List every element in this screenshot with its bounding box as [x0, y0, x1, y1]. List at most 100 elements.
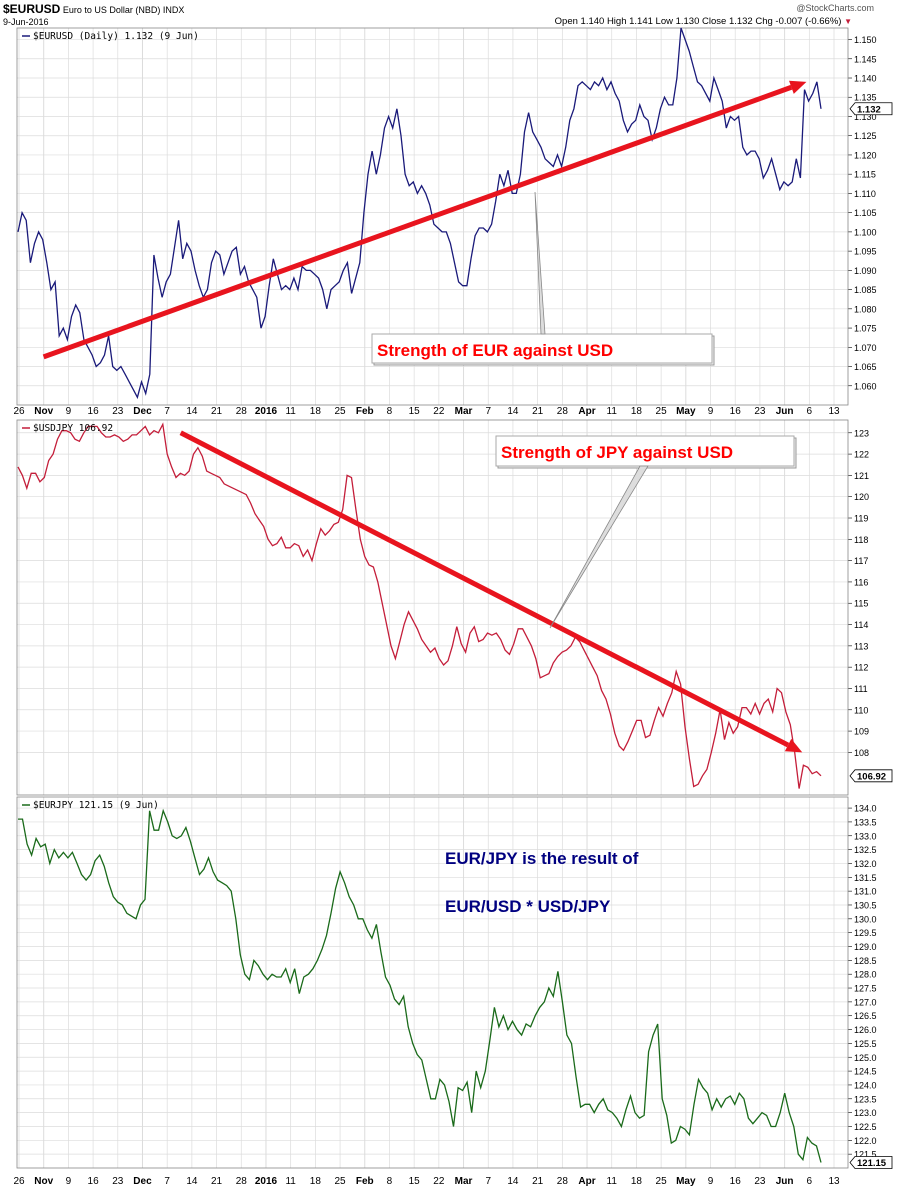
x-tick-label: 6 [807, 1176, 813, 1187]
x-tick-label: 13 [828, 1176, 840, 1187]
x-tick-label: 25 [656, 1176, 668, 1187]
annotation-pointer [534, 191, 546, 335]
y-tick-label: 1.145 [854, 54, 877, 64]
x-tick-label: 11 [285, 406, 296, 417]
series-line [17, 27, 822, 400]
annotation-pointer [549, 465, 649, 629]
y-tick-label: 124.5 [854, 1067, 877, 1077]
x-tick-label: 7 [164, 406, 170, 417]
y-tick-label: 132.0 [854, 859, 877, 869]
x-axis-bottom: 26 Nov 9 16 23 Dec 7 14 21 28 2016 11 18 25 Feb 8 15 22 Ma… [13, 1176, 840, 1187]
y-tick-label: 131.0 [854, 887, 877, 897]
y-tick-label: 126.5 [854, 1011, 877, 1021]
x-tick-label: Dec [133, 1176, 152, 1187]
x-tick-label: 23 [754, 1176, 766, 1187]
annotation-box-face [495, 435, 795, 467]
x-tick-label: 16 [730, 406, 742, 417]
x-tick-label: 23 [112, 406, 124, 417]
y-tick-label: 1.130 [854, 112, 877, 122]
y-tick-label: 133.5 [854, 817, 877, 827]
x-tick-label: 14 [186, 406, 198, 417]
y-tick-label: 110 [854, 705, 868, 715]
y-tick-label: 112 [854, 663, 868, 673]
x-tick-label: 25 [334, 406, 346, 417]
x-tick-label: 28 [557, 406, 569, 417]
x-tick-label: 11 [607, 406, 618, 417]
annotation-eurusd: Strength of EUR against USD [371, 191, 715, 366]
x-tick-label: 9 [66, 406, 72, 417]
y-tick-label: 123.5 [854, 1094, 877, 1104]
x-tick-label: 21 [532, 1176, 544, 1187]
y-tick-label: 1.080 [854, 304, 877, 314]
x-tick-label: Dec [133, 406, 152, 417]
legend-label: $USDJPY 106.92 [33, 423, 113, 434]
y-tick-label: 1.140 [854, 74, 877, 84]
y-tick-label: 1.115 [854, 170, 876, 180]
series-line [18, 808, 822, 1163]
trend-arrow-head [789, 80, 807, 94]
exchange: INDX [162, 5, 185, 15]
x-tick-label: 14 [507, 1176, 519, 1187]
annotation-box-face [371, 333, 713, 364]
y-tick-label: 1.075 [854, 324, 877, 334]
annotation-text: EUR/USD * USD/JPY [445, 897, 611, 916]
chart-date: 9-Jun-2016 [3, 17, 49, 27]
x-tick-label: 16 [730, 1176, 742, 1187]
x-tick-label: Feb [356, 1176, 374, 1187]
x-tick-label: 15 [409, 406, 421, 417]
x-tick-label: 11 [285, 1176, 296, 1187]
panel-frame [16, 796, 849, 1169]
panel-3: 134.0 133.5 133.0 132.5 132.0 131.5 131.0 130.5… [16, 796, 893, 1169]
y-tick-label: 121 [854, 471, 869, 481]
x-tick-label: 23 [112, 1176, 124, 1187]
y-tick-label: 123 [854, 428, 869, 438]
y-tick-label: 119 [854, 514, 868, 524]
y-tick-label: 120 [854, 492, 869, 502]
x-tick-label: May [676, 406, 696, 417]
x-tick-label: 14 [507, 406, 519, 417]
y-tick-label: 122.0 [854, 1136, 877, 1146]
y-tick-label: 125.0 [854, 1053, 877, 1063]
x-tick-label: 21 [211, 406, 223, 417]
x-tick-label: 9 [708, 1176, 714, 1187]
y-tick-label: 113 [854, 641, 868, 651]
x-axis-top: 26 Nov 9 16 23 Dec 7 14 21 28 2016 11 18 25 Feb 8 15 22 Ma… [13, 406, 840, 417]
x-tick-label: 21 [532, 406, 544, 417]
x-tick-label: 11 [607, 1176, 618, 1187]
y-tick-label: 127.0 [854, 997, 877, 1007]
x-tick-label: 18 [631, 1176, 643, 1187]
x-tick-label: 18 [631, 406, 643, 417]
y-tick-label: 111 [854, 684, 868, 694]
x-tick-label: 26 [13, 406, 25, 417]
y-tick-label: 1.090 [854, 266, 877, 276]
last-value-tag [849, 1156, 893, 1169]
y-tick-label: 1.060 [854, 381, 877, 391]
x-tick-label: 8 [387, 406, 393, 417]
x-tick-label: 7 [485, 1176, 491, 1187]
y-tick-label: 116 [854, 577, 868, 587]
y-tick-label: 108 [854, 748, 869, 758]
x-tick-label: Apr [578, 1176, 595, 1187]
y-tick-label: 129.5 [854, 928, 877, 938]
down-triangle-icon: ▼ [844, 17, 852, 26]
series-line [17, 422, 822, 789]
x-tick-label: 6 [807, 406, 813, 417]
last-value-label: 1.132 [857, 104, 881, 115]
x-tick-label: Nov [34, 406, 53, 417]
trend-arrow-line [42, 84, 793, 360]
panel-frame [16, 27, 849, 406]
x-tick-label: 16 [88, 1176, 100, 1187]
y-tick-label: 123.0 [854, 1108, 877, 1118]
y-tick-label: 115 [854, 599, 868, 609]
x-tick-label: 13 [828, 406, 840, 417]
x-tick-label: May [676, 1176, 696, 1187]
y-tick-label: 1.065 [854, 362, 877, 372]
y-tick-label: 128.0 [854, 970, 877, 980]
y-tick-label: 118 [854, 535, 868, 545]
x-tick-label: 7 [164, 1176, 170, 1187]
y-tick-label: 1.100 [854, 227, 877, 237]
legend-label: $EURJPY 121.15 (9 Jun) [33, 800, 159, 811]
y-tick-label: 1.150 [854, 35, 877, 45]
y-tick-label: 133.0 [854, 831, 877, 841]
copyright-text: @StockCharts.com [796, 3, 874, 13]
